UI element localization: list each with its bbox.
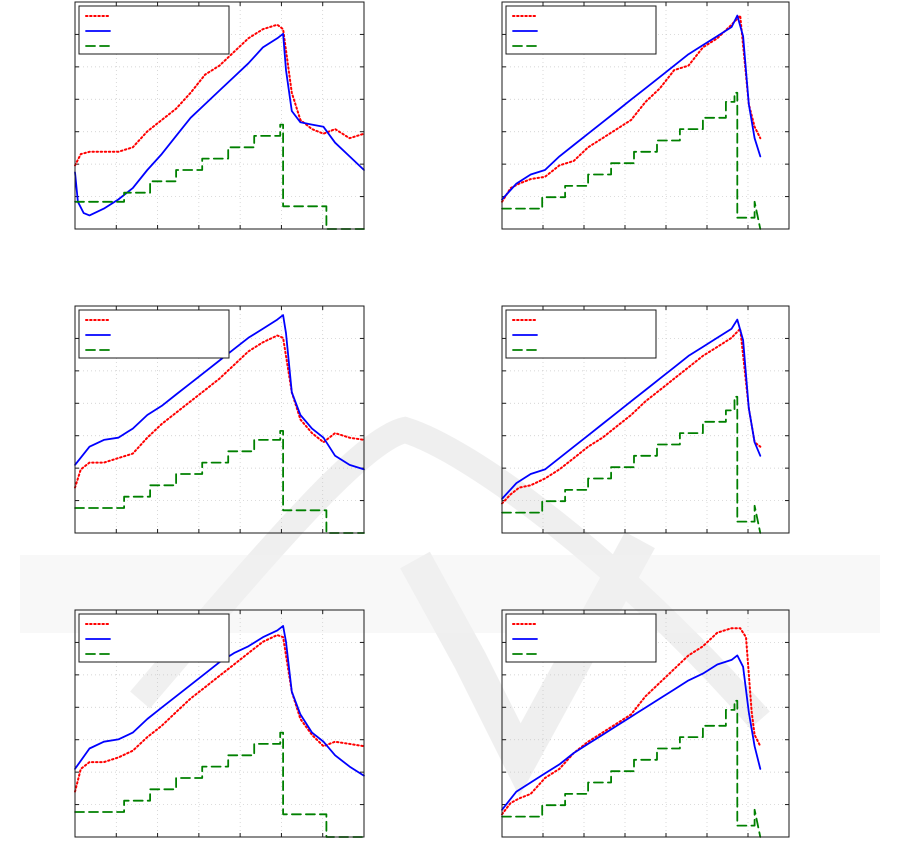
chart-panel-3 (74, 305, 365, 534)
series-line-1 (74, 23, 365, 167)
series-line-3 (501, 91, 762, 230)
series-line-2 (501, 654, 762, 811)
legend (505, 5, 657, 55)
legend (505, 613, 657, 663)
legend (78, 309, 230, 359)
series-line-2 (74, 625, 365, 777)
series-line-3 (74, 429, 365, 534)
axes-frame (501, 1, 790, 230)
series-line-3 (74, 123, 365, 230)
chart-panel-6 (501, 609, 790, 838)
axes-frame (74, 1, 365, 230)
series-line-1 (74, 634, 365, 793)
series-line-3 (74, 731, 365, 838)
series-line-2 (74, 314, 365, 471)
chart-panel-2 (501, 1, 790, 230)
panels (74, 1, 790, 838)
chart-panel-5 (74, 609, 365, 838)
series-line-1 (501, 627, 762, 816)
series-line-3 (501, 395, 762, 534)
series-line-1 (74, 334, 365, 489)
series-line-1 (501, 327, 762, 505)
series-line-2 (501, 318, 762, 500)
watermark-logo (20, 416, 880, 797)
chart-panel-4 (501, 305, 790, 534)
series-line-3 (501, 699, 762, 838)
axes-frame (74, 609, 365, 838)
chart-panel-1 (74, 1, 365, 230)
legend (505, 309, 657, 359)
axes-frame (501, 305, 790, 534)
axes-frame (501, 609, 790, 838)
series-line-2 (501, 14, 762, 201)
series-line-2 (74, 32, 365, 217)
axes-frame (74, 305, 365, 534)
legend (78, 613, 230, 663)
legend (78, 5, 230, 55)
watermark-swoosh (130, 416, 770, 729)
